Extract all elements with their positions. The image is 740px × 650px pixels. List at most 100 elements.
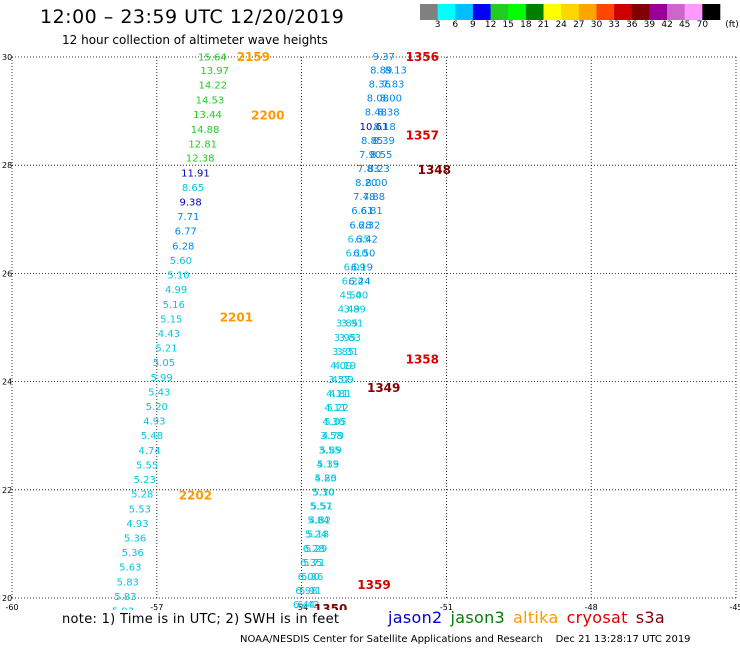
wave-height-value: 4.09	[330, 361, 352, 372]
color-scale-swatch	[508, 4, 527, 20]
wave-height-value: 4.11	[326, 389, 348, 400]
wave-height-value: 8.48	[365, 108, 387, 119]
wave-height-value: 14.22	[198, 81, 227, 92]
color-scale-label: 36	[626, 20, 638, 30]
pass-time-label: 1350	[314, 602, 347, 610]
wave-height-value: 5.28	[131, 490, 153, 501]
wave-height-value: 15.64	[198, 53, 227, 64]
wave-height-value: 5.05	[153, 358, 175, 369]
color-scale-label: 45	[678, 20, 691, 30]
pass-time-label: 1349	[367, 381, 400, 395]
wave-height-value: 8.00	[380, 94, 402, 105]
wave-height-value: 6.42	[297, 600, 319, 610]
color-scale-unit: (ft)	[725, 20, 739, 30]
wave-height-value: 5.83	[117, 577, 139, 588]
wave-height-value: 6.24	[348, 277, 370, 288]
wave-height-value: 6.35	[347, 234, 369, 245]
wave-height-value: 11.91	[181, 168, 210, 179]
y-tick-label: 20	[2, 594, 12, 603]
color-scale-swatch	[561, 4, 580, 20]
pass-times: 2159 2200 2201 2202 1356 1357 1348 1358 1349 1359…	[179, 50, 451, 610]
wave-height-value: 8.38	[377, 108, 399, 119]
satellite-legend-item: s3a	[635, 608, 665, 627]
wave-height-value: 4.09	[331, 375, 353, 386]
wave-height-value: 7.83	[357, 164, 379, 175]
wave-height-value: 5.51	[311, 502, 333, 513]
wave-height-value: 5.36	[122, 548, 144, 559]
wave-height-value: 3.85	[336, 319, 358, 330]
wave-height-value: 8.85	[361, 136, 383, 147]
pass-time-label: 2201	[220, 310, 253, 324]
wave-height-value: 5.05	[324, 417, 346, 428]
color-scale-label: 15	[502, 20, 514, 30]
color-scale-swatch	[631, 4, 650, 20]
wave-height-value: 4.74	[138, 446, 160, 457]
wave-height-value: 5.71	[303, 558, 325, 569]
pass-time-label: 1359	[357, 578, 390, 592]
grid	[11, 56, 737, 599]
wave-height-value: 8.55	[370, 150, 392, 161]
color-scale-swatch	[667, 4, 686, 20]
color-scale-swatch	[420, 4, 438, 20]
wave-height-value: 6.98	[295, 586, 317, 597]
wave-height-value: 6.28	[172, 241, 194, 252]
color-scale-label: 3	[434, 20, 441, 30]
pass-time-label: 1356	[406, 50, 439, 64]
wave-height-value: 5.53	[129, 504, 151, 515]
x-tick-label: -54	[295, 603, 308, 610]
wave-height-value: 7.88	[363, 192, 385, 203]
color-scale-swatch	[614, 4, 633, 20]
footer-note: note: 1) Time is in UTC; 2) SWH is in fe…	[62, 612, 340, 627]
color-scale-label: 21	[537, 20, 550, 30]
color-scale-labels: 3 6 9 12 15 18 21 24 27 30 33 36 39 42 45 70 (ft)	[420, 20, 740, 34]
color-scale-label: 33	[608, 20, 620, 30]
wave-height-value: 6.28	[303, 544, 325, 555]
wave-height-value: 3.31	[336, 347, 358, 358]
wave-height-value: 13.97	[200, 66, 229, 77]
wave-height-value: 7.90	[359, 150, 381, 161]
wave-height-value: 9.37	[373, 52, 395, 63]
wave-height-value: 8.00	[365, 178, 387, 189]
wave-height-value: 14.53	[196, 95, 225, 106]
x-tick-label: -45	[729, 603, 740, 610]
wave-height-value: 7.71	[177, 212, 199, 223]
wave-height-value: 5.57	[310, 502, 332, 513]
y-tick-label: 30	[2, 53, 12, 62]
wave-height-value: 6.09	[344, 262, 366, 273]
wave-height-value: 4.79	[322, 431, 344, 442]
wave-height-value: 5.10	[167, 271, 189, 282]
color-scale-swatch	[455, 4, 474, 20]
wave-height-value: 4.93	[143, 417, 165, 428]
wave-height-value: 4.50	[340, 291, 362, 302]
wave-height-value: 5.93	[112, 607, 134, 611]
wave-height-value: 5.91	[299, 586, 321, 597]
wave-height-value: 8.08	[367, 94, 389, 105]
credit-line: NOAA/NESDIS Center for Satellite Applica…	[240, 634, 691, 645]
wave-height-value: 6.42	[356, 234, 378, 245]
wave-height-value: 5.84	[307, 516, 329, 527]
wave-height-value: 4.49	[338, 305, 360, 316]
wave-height-value: 6.50	[353, 248, 375, 259]
color-scale-swatch	[490, 4, 509, 20]
wave-height-value: 6.32	[358, 220, 380, 231]
wave-height-value: 6.81	[360, 206, 382, 217]
wave-height-value: 3.95	[334, 333, 356, 344]
wave-height-value: 5.89	[319, 445, 341, 456]
x-tick-label: -48	[585, 603, 598, 610]
wave-height-value: 7.83	[382, 80, 404, 91]
wave-height-value: 4.15	[317, 459, 339, 470]
pass-time-label: 2200	[251, 109, 284, 123]
wave-height-value: 8.20	[355, 178, 377, 189]
axis-ticks: -60 -57 -54 -51 -48 -45 20 22 24 26 28 30	[2, 53, 740, 610]
color-scale-swatch	[472, 4, 491, 20]
wave-height-value: 13.44	[193, 110, 222, 121]
color-scale-label: 27	[573, 20, 585, 30]
color-scale-swatch	[525, 4, 544, 20]
wave-height-value: 4.99	[165, 285, 187, 296]
pass-time-label: 1348	[418, 163, 451, 177]
wave-height-value: 9.38	[179, 198, 201, 209]
wave-height-value: 4.19	[334, 361, 356, 372]
color-scale-label: 70	[696, 20, 709, 30]
wave-height-value: 8.65	[182, 183, 204, 194]
pass-time-label: 2159	[237, 50, 270, 64]
